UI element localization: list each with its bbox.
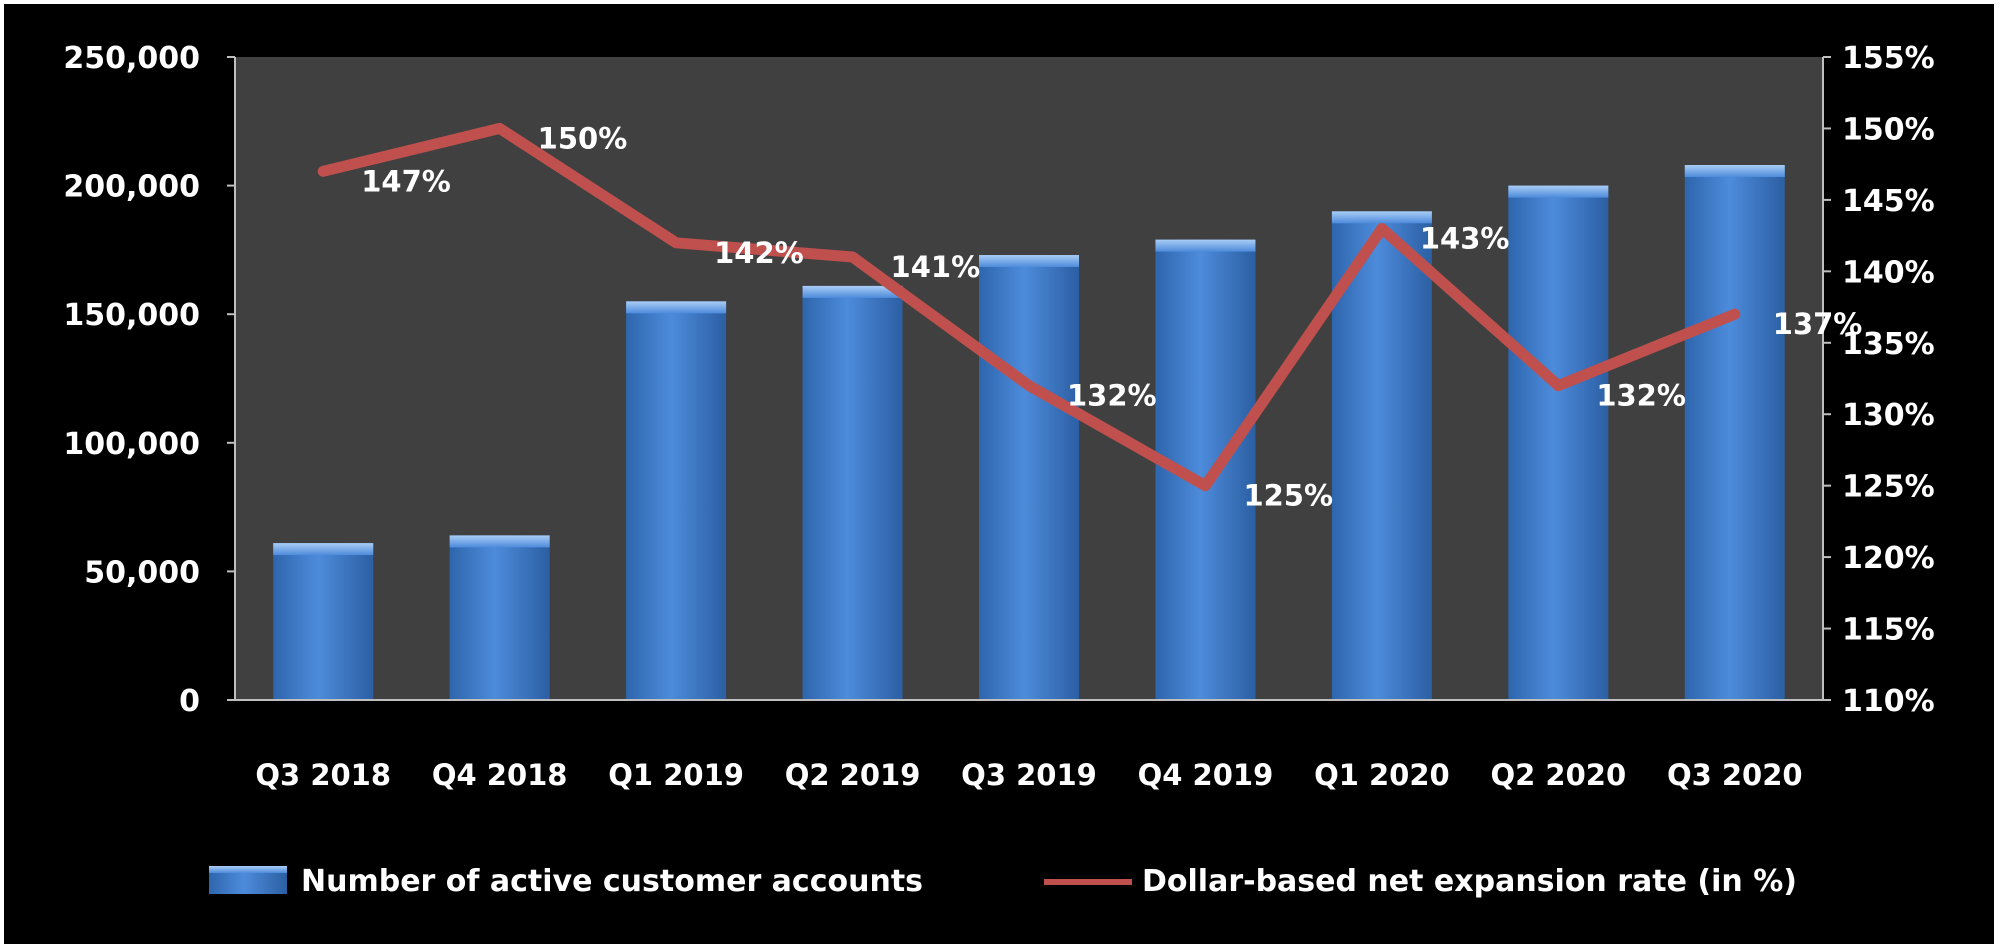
right-tick-label: 125% (1842, 470, 1935, 505)
category-label: Q4 2018 (432, 758, 568, 792)
line-data-label: 142% (714, 236, 804, 270)
right-tick-label: 115% (1842, 613, 1935, 648)
line-data-labels: 147% 150% 142% 141% 132% 125% 143% 132% 137% (361, 121, 1862, 512)
left-tick-label: 0 (179, 684, 200, 719)
right-tick-label: 150% (1842, 112, 1935, 147)
bar-3 (626, 301, 727, 700)
category-label: Q1 2019 (608, 758, 744, 792)
line-data-label: 125% (1243, 479, 1333, 513)
bar-cap (1155, 239, 1256, 252)
legend-bar-label: Number of active customer accounts (301, 864, 923, 899)
line-data-label: 132% (1067, 379, 1157, 413)
bar-8 (1508, 185, 1609, 701)
expansion-rate-line (317, 122, 1741, 492)
bar-body (979, 255, 1079, 700)
bar-7 (1331, 211, 1432, 700)
category-label: Q4 2019 (1138, 758, 1274, 792)
bar-5 (979, 255, 1079, 700)
right-axis-ticks: 110% 115% 120% 125% 130% 135% 140% 145% 150% 155% (1823, 41, 1935, 719)
line-data-label: 143% (1420, 221, 1510, 255)
left-tick-label: 150,000 (63, 298, 200, 333)
bar-body (802, 285, 903, 700)
category-label: Q3 2018 (255, 758, 391, 792)
line-data-label: 141% (891, 250, 981, 284)
line-data-label: 147% (361, 164, 451, 198)
left-tick-label: 100,000 (63, 427, 200, 462)
bar-4 (802, 285, 903, 700)
category-label: Q2 2020 (1491, 758, 1627, 792)
left-tick-label: 250,000 (63, 41, 200, 76)
right-tick-label: 135% (1842, 327, 1935, 362)
bar-cap (1331, 211, 1432, 224)
left-tick-label: 50,000 (84, 555, 200, 590)
bar-series (273, 165, 1785, 701)
bar-cap (802, 285, 903, 298)
bar-1 (273, 543, 374, 700)
right-tick-label: 155% (1842, 41, 1935, 76)
right-tick-label: 130% (1842, 398, 1935, 433)
bar-cap (449, 535, 550, 548)
category-label: Q1 2020 (1314, 758, 1450, 792)
left-axis-ticks: 0 50,000 100,000 150,000 200,000 250,000 (63, 41, 235, 719)
bar-body (1331, 211, 1432, 700)
legend-line-label: Dollar-based net expansion rate (in %) (1142, 864, 1797, 899)
bar-body (1508, 185, 1609, 701)
right-tick-label: 140% (1842, 255, 1935, 290)
bar-9 (1684, 165, 1785, 701)
category-labels: Q3 2018 Q4 2018 Q1 2019 Q2 2019 Q3 2019 Q4 20… (255, 758, 1802, 792)
legend-bar-swatch-cap (209, 866, 287, 873)
bar-cap (1684, 165, 1785, 178)
bar-cap (979, 255, 1079, 268)
category-label: Q2 2019 (785, 758, 921, 792)
bar-body (273, 543, 374, 700)
legend: Number of active customer accounts Dolla… (209, 864, 1797, 899)
line-data-label: 150% (538, 121, 628, 155)
bar-2 (449, 535, 550, 700)
left-tick-label: 200,000 (63, 170, 200, 205)
line-data-label: 137% (1773, 307, 1863, 341)
bar-body (449, 535, 550, 700)
line-data-label: 132% (1596, 379, 1686, 413)
right-tick-label: 110% (1842, 684, 1935, 719)
category-label: Q3 2020 (1667, 758, 1803, 792)
bar-body (626, 301, 727, 700)
right-tick-label: 145% (1842, 184, 1935, 219)
bar-body (1684, 165, 1785, 701)
combo-chart: 0 50,000 100,000 150,000 200,000 250,000 110%… (63, 41, 1935, 899)
chart-frame: 0 50,000 100,000 150,000 200,000 250,000 110%… (4, 4, 1994, 944)
bar-cap (273, 543, 374, 556)
bar-cap (1508, 185, 1609, 198)
right-tick-label: 120% (1842, 541, 1935, 576)
category-label: Q3 2019 (961, 758, 1097, 792)
bar-cap (626, 301, 727, 314)
